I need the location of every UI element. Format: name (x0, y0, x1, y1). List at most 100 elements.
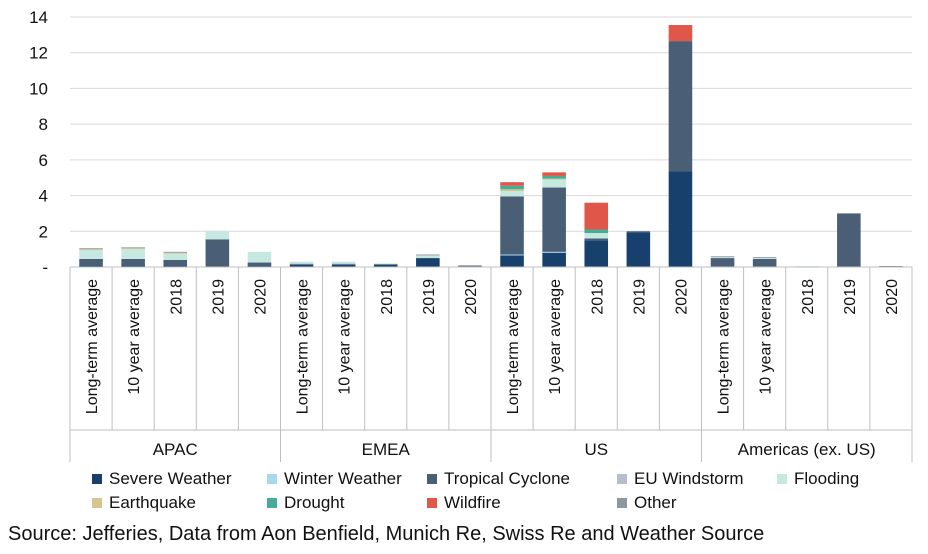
bar-segment-tropical-cyclone (247, 262, 272, 266)
y-tick-label: 4 (39, 187, 48, 206)
bar-segment-severe-weather (289, 264, 314, 267)
bar-segment-flooding (121, 249, 145, 259)
legend-swatch (92, 498, 102, 508)
bar-segment-earthquake (79, 249, 103, 251)
legend-swatch (267, 498, 277, 508)
bar-segment-flooding (752, 258, 777, 259)
legend-swatch (427, 498, 437, 508)
legend-item: Severe Weather (92, 469, 267, 489)
x-tick-label: 2019 (631, 279, 648, 315)
y-tick-label: - (42, 258, 48, 277)
bar-segment-tropical-cyclone (668, 41, 693, 172)
bar-segment-eu-windstorm (289, 263, 314, 265)
bar-segment-severe-weather (247, 265, 272, 267)
y-tick-label: 6 (39, 151, 48, 170)
x-tick-label: 10 year average (126, 279, 143, 395)
x-tick-label: 2020 (463, 279, 480, 315)
bar-segment-flooding (710, 257, 735, 259)
bar-segment-severe-weather (416, 258, 440, 267)
bar-segment-flooding (205, 231, 230, 240)
legend-label: Flooding (794, 469, 860, 488)
x-tick-label: 2019 (421, 279, 438, 315)
bar-segment-severe-weather (331, 264, 356, 267)
legend-label: EU Windstorm (634, 469, 744, 488)
stacked-bar-chart: - 2 4 6 8 10 12 14 Long-term average 10 year aver… (29, 8, 913, 462)
y-tick-label: 10 (29, 79, 48, 98)
bar-segment-flooding (79, 250, 103, 259)
chart-legend: Severe Weather Winter Weather Tropical Cyc… (92, 467, 892, 515)
legend-label: Drought (284, 493, 345, 512)
bar-segment-flooding (542, 179, 566, 188)
bar-segment-severe-weather (584, 240, 609, 267)
bar-segment-tropical-cyclone (79, 258, 103, 266)
bar-segment-other (458, 265, 482, 267)
x-tick-label: 2019 (842, 279, 859, 315)
group-label: Americas (ex. US) (738, 440, 876, 459)
x-tick-label: Long-term average (84, 279, 101, 414)
bar-segment-wildfire (584, 202, 609, 230)
bar-segment-flooding (500, 191, 524, 197)
bar-segment-tropical-cyclone (626, 231, 651, 233)
legend-swatch (617, 498, 627, 508)
x-tick-label: Long-term average (716, 279, 733, 414)
legend-item: Flooding (777, 469, 887, 489)
legend-label: Severe Weather (109, 469, 232, 488)
bar-segment-severe-weather (163, 265, 188, 267)
y-tick-label: 14 (29, 8, 48, 27)
x-tick-label: Long-term average (505, 279, 522, 414)
x-tick-label: 2020 (252, 279, 269, 315)
bar-segment-earthquake (163, 252, 188, 254)
bar-segment-drought (542, 175, 566, 179)
x-tick-label: 2020 (673, 279, 690, 315)
legend-item: Other (617, 493, 777, 513)
bar-segment-other (416, 254, 440, 256)
bar-segment-severe-weather (500, 255, 524, 267)
bar-segment-tropical-cyclone (163, 259, 188, 266)
legend-item: Tropical Cyclone (427, 469, 617, 489)
bar-segment-flooding (373, 263, 398, 265)
legend-swatch (267, 474, 277, 484)
group-label: EMEA (362, 440, 411, 459)
x-tick-label: 2020 (884, 279, 901, 315)
legend-item: EU Windstorm (617, 469, 777, 489)
group-label: US (584, 440, 608, 459)
x-tick-label: 10 year average (547, 279, 564, 395)
bar-segment-flooding (247, 251, 272, 263)
y-tick-label: 12 (29, 44, 48, 63)
legend-swatch (617, 474, 627, 484)
bar-segment-severe-weather (668, 171, 693, 267)
bar-segment-severe-weather (542, 252, 566, 267)
bar-segment-severe-weather (626, 232, 651, 267)
bar-segment-tropical-cyclone (710, 258, 735, 267)
bar-segment-flooding (163, 253, 188, 260)
x-tick-label: 2019 (210, 279, 227, 315)
bar-segment-flooding (584, 233, 609, 239)
bar-segment-winter-weather (542, 251, 566, 253)
legend-item: Wildfire (427, 493, 617, 513)
bar-segment-flooding (289, 261, 314, 264)
y-tick-label: 2 (39, 222, 48, 241)
legend-row: Severe Weather Winter Weather Tropical Cyc… (92, 467, 892, 491)
bar-segment-severe-weather (79, 265, 103, 267)
bar-segment-earthquake (500, 189, 524, 192)
bar-segment-severe-weather (373, 264, 398, 267)
legend-item: Drought (267, 493, 427, 513)
legend-label: Tropical Cyclone (444, 469, 570, 488)
bar-segment-tropical-cyclone (205, 239, 230, 267)
legend-swatch (92, 474, 102, 484)
x-tick-label: 10 year average (337, 279, 354, 395)
bar-segment-flooding (416, 255, 440, 259)
x-tick-label: 2018 (589, 279, 606, 315)
bar-segment-tropical-cyclone (542, 187, 566, 252)
legend-row: Earthquake Drought Wildfire Other (92, 491, 892, 515)
bar-segment-tropical-cyclone (837, 213, 861, 267)
bar-segment-other (163, 251, 188, 253)
legend-label: Wildfire (444, 493, 501, 512)
x-tick-label: 2018 (379, 279, 396, 315)
x-tick-label: 2018 (168, 279, 185, 315)
legend-swatch (777, 474, 787, 484)
bar-segment-drought (500, 185, 524, 190)
legend-label: Other (634, 493, 677, 512)
bar-segment-tropical-cyclone (121, 258, 145, 266)
legend-item: Earthquake (92, 493, 267, 513)
